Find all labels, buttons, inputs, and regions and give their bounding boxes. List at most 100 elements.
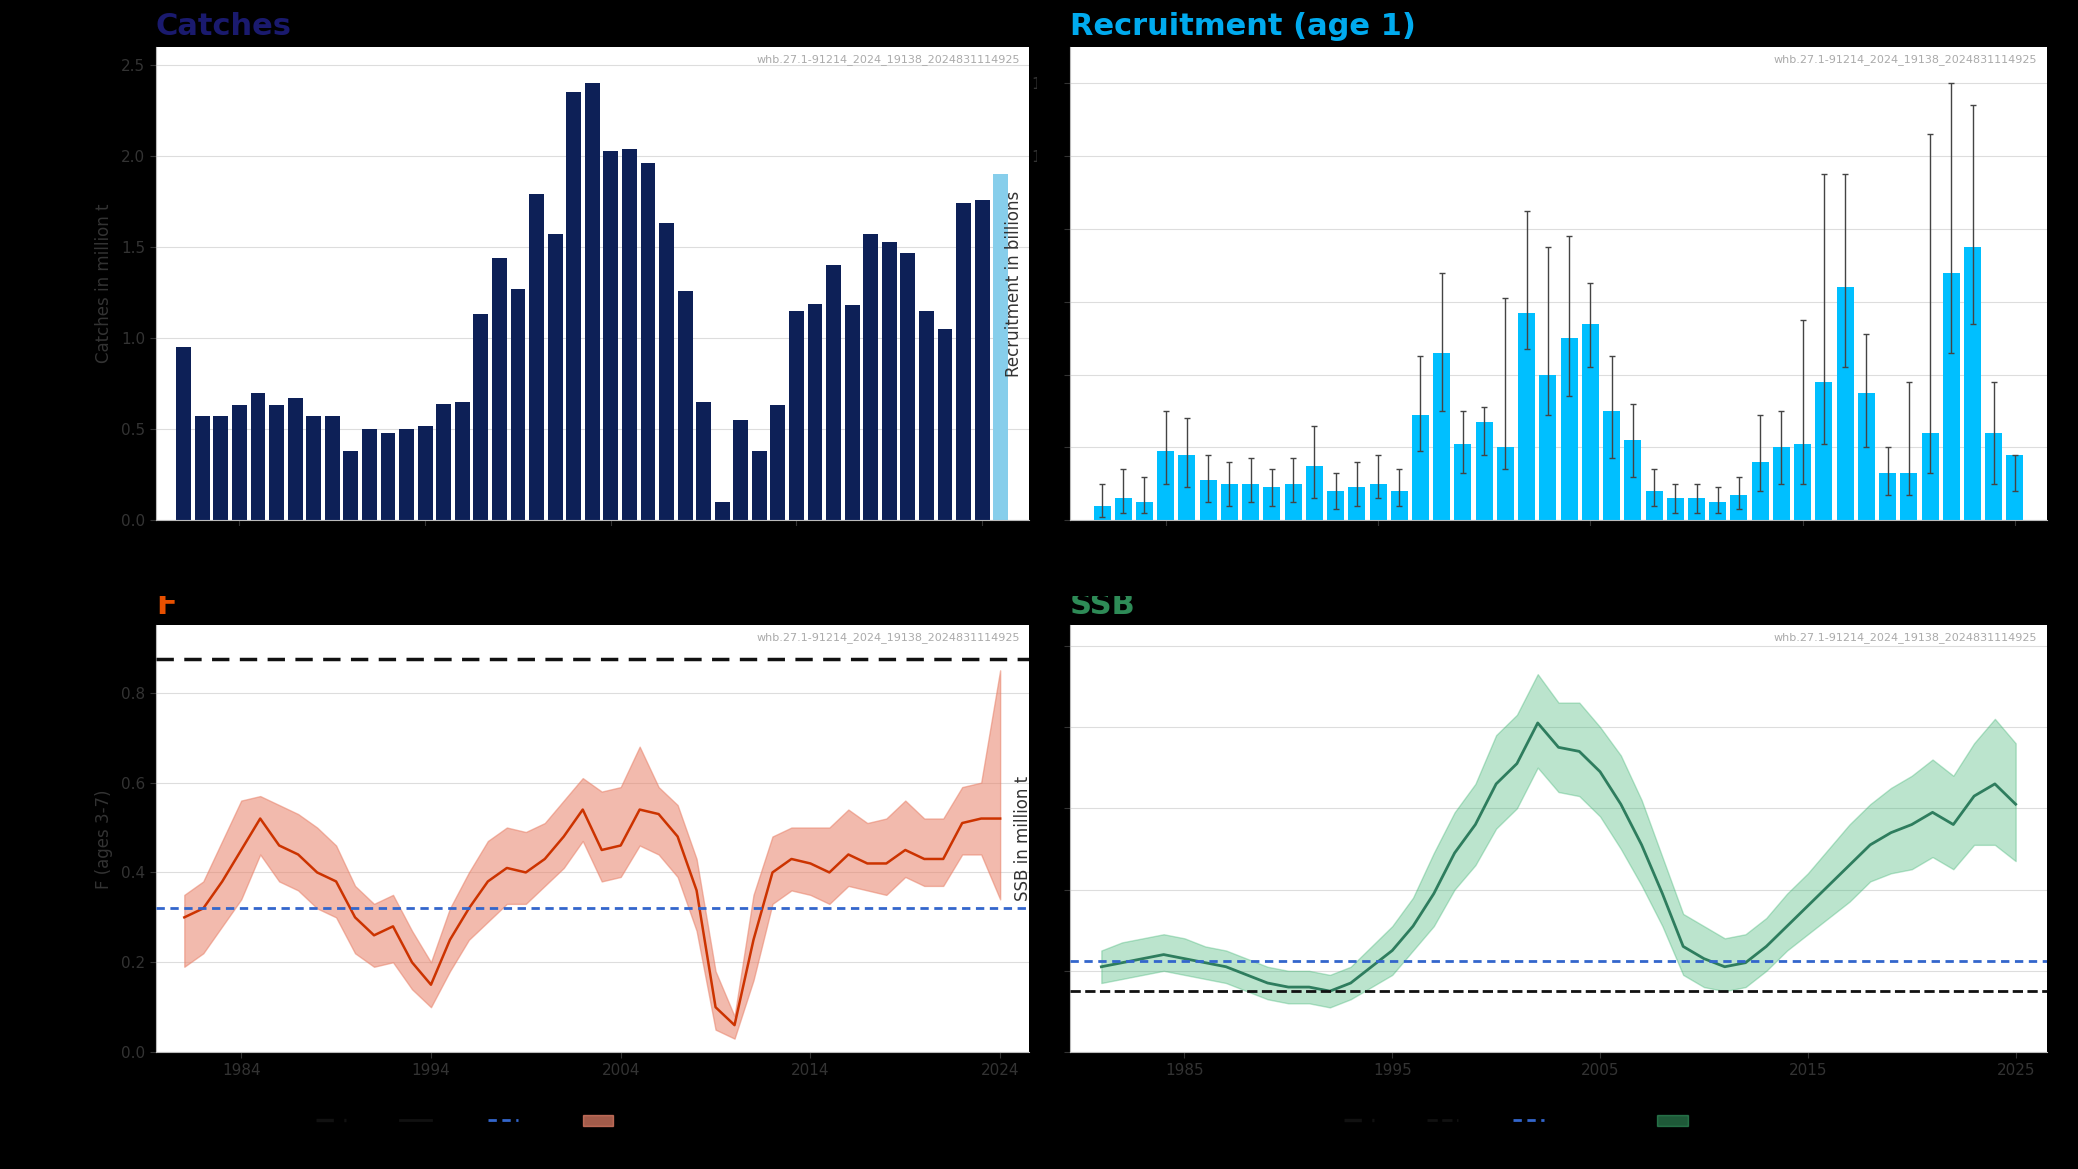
Bar xyxy=(343,451,357,520)
Bar xyxy=(1496,448,1515,520)
Bar xyxy=(1434,353,1450,520)
Bar xyxy=(918,311,933,520)
Bar xyxy=(827,265,842,520)
Bar xyxy=(734,420,748,520)
Text: SSB: SSB xyxy=(1070,590,1137,620)
Bar xyxy=(956,203,970,520)
Bar xyxy=(1837,288,1854,520)
Bar xyxy=(1710,502,1727,520)
Y-axis label: Catches in million t: Catches in million t xyxy=(96,203,112,364)
Bar xyxy=(1984,433,2003,520)
Bar xyxy=(790,311,804,520)
Bar xyxy=(1816,382,1833,520)
Bar xyxy=(1411,415,1430,520)
Bar xyxy=(1390,491,1407,520)
Text: whb.27.1-91214_2024_19138_2024831114925: whb.27.1-91214_2024_19138_2024831114925 xyxy=(756,54,1020,64)
Bar xyxy=(1222,484,1238,520)
Bar xyxy=(1858,393,1874,520)
Bar xyxy=(900,253,914,520)
Bar xyxy=(1263,487,1280,520)
Bar xyxy=(1773,448,1789,520)
Bar xyxy=(455,402,470,520)
Bar xyxy=(1964,247,1980,520)
Bar xyxy=(1646,491,1662,520)
Bar xyxy=(881,242,898,520)
Text: Catches: Catches xyxy=(156,12,291,41)
Bar xyxy=(1540,374,1556,520)
Bar xyxy=(287,399,303,520)
Bar xyxy=(362,429,376,520)
Bar xyxy=(1284,484,1301,520)
Bar xyxy=(1475,422,1492,520)
Bar xyxy=(436,403,451,520)
Bar xyxy=(677,291,692,520)
Bar xyxy=(418,426,432,520)
Bar xyxy=(305,416,322,520)
Bar xyxy=(1243,484,1259,520)
Bar xyxy=(1625,440,1642,520)
Bar xyxy=(492,258,507,520)
Bar xyxy=(1178,455,1195,520)
Bar xyxy=(474,314,488,520)
Bar xyxy=(1328,491,1344,520)
Bar xyxy=(937,328,952,520)
Text: Recruitment (age 1): Recruitment (age 1) xyxy=(1070,12,1415,41)
Bar xyxy=(752,451,767,520)
Bar xyxy=(1943,272,1960,520)
Bar xyxy=(233,406,247,520)
Bar xyxy=(1137,502,1153,520)
Bar xyxy=(862,234,879,520)
Bar xyxy=(1899,472,1918,520)
Bar xyxy=(808,304,823,520)
Bar xyxy=(1687,498,1706,520)
Bar xyxy=(214,416,229,520)
Bar xyxy=(270,406,285,520)
Bar xyxy=(1581,324,1598,520)
Bar xyxy=(511,289,526,520)
Bar xyxy=(1369,484,1386,520)
Bar xyxy=(177,347,191,520)
Bar xyxy=(195,416,210,520)
Legend: Recruitment, 95%: Recruitment, 95% xyxy=(1290,566,1534,593)
Y-axis label: SSB in million t: SSB in million t xyxy=(1014,776,1033,901)
Bar xyxy=(584,83,601,520)
Y-axis label: F (ages 3-7): F (ages 3-7) xyxy=(96,789,112,888)
Legend: $F_{pa}$, $F_{lim}$, $F_{MSY}$, 95%: $F_{pa}$, $F_{lim}$, $F_{MSY}$, 95% xyxy=(310,1106,665,1139)
Bar xyxy=(251,393,266,520)
Bar xyxy=(399,429,414,520)
Bar xyxy=(1199,480,1218,520)
Bar xyxy=(1093,506,1110,520)
Bar xyxy=(659,223,673,520)
Bar xyxy=(1305,465,1324,520)
Bar xyxy=(1752,462,1768,520)
Bar xyxy=(380,433,395,520)
Bar xyxy=(1667,498,1683,520)
Bar xyxy=(1519,312,1536,520)
Bar xyxy=(1922,433,1939,520)
Bar xyxy=(621,148,636,520)
Bar xyxy=(549,234,563,520)
Bar xyxy=(1602,411,1621,520)
Bar xyxy=(1349,487,1365,520)
Bar xyxy=(1731,494,1748,520)
Bar xyxy=(530,194,544,520)
Bar xyxy=(2007,455,2024,520)
Bar xyxy=(715,502,729,520)
Text: whb.27.1-91214_2024_19138_2024831114925: whb.27.1-91214_2024_19138_2024831114925 xyxy=(1773,631,2036,643)
Text: whb.27.1-91214_2024_19138_2024831114925: whb.27.1-91214_2024_19138_2024831114925 xyxy=(756,631,1020,643)
Bar xyxy=(1561,338,1577,520)
Text: whb.27.1-91214_2024_19138_2024831114925: whb.27.1-91214_2024_19138_2024831114925 xyxy=(1773,54,2036,64)
Bar xyxy=(846,305,860,520)
Bar xyxy=(1879,472,1895,520)
Bar xyxy=(1793,444,1812,520)
Y-axis label: Recruitment in billions: Recruitment in billions xyxy=(1004,191,1022,376)
Bar xyxy=(771,406,785,520)
Bar xyxy=(975,200,989,520)
Bar xyxy=(1455,444,1471,520)
Bar xyxy=(565,92,582,520)
Bar xyxy=(1114,498,1133,520)
Text: F: F xyxy=(156,590,177,620)
Bar xyxy=(640,164,655,520)
Bar xyxy=(993,174,1008,520)
Bar xyxy=(324,416,339,520)
